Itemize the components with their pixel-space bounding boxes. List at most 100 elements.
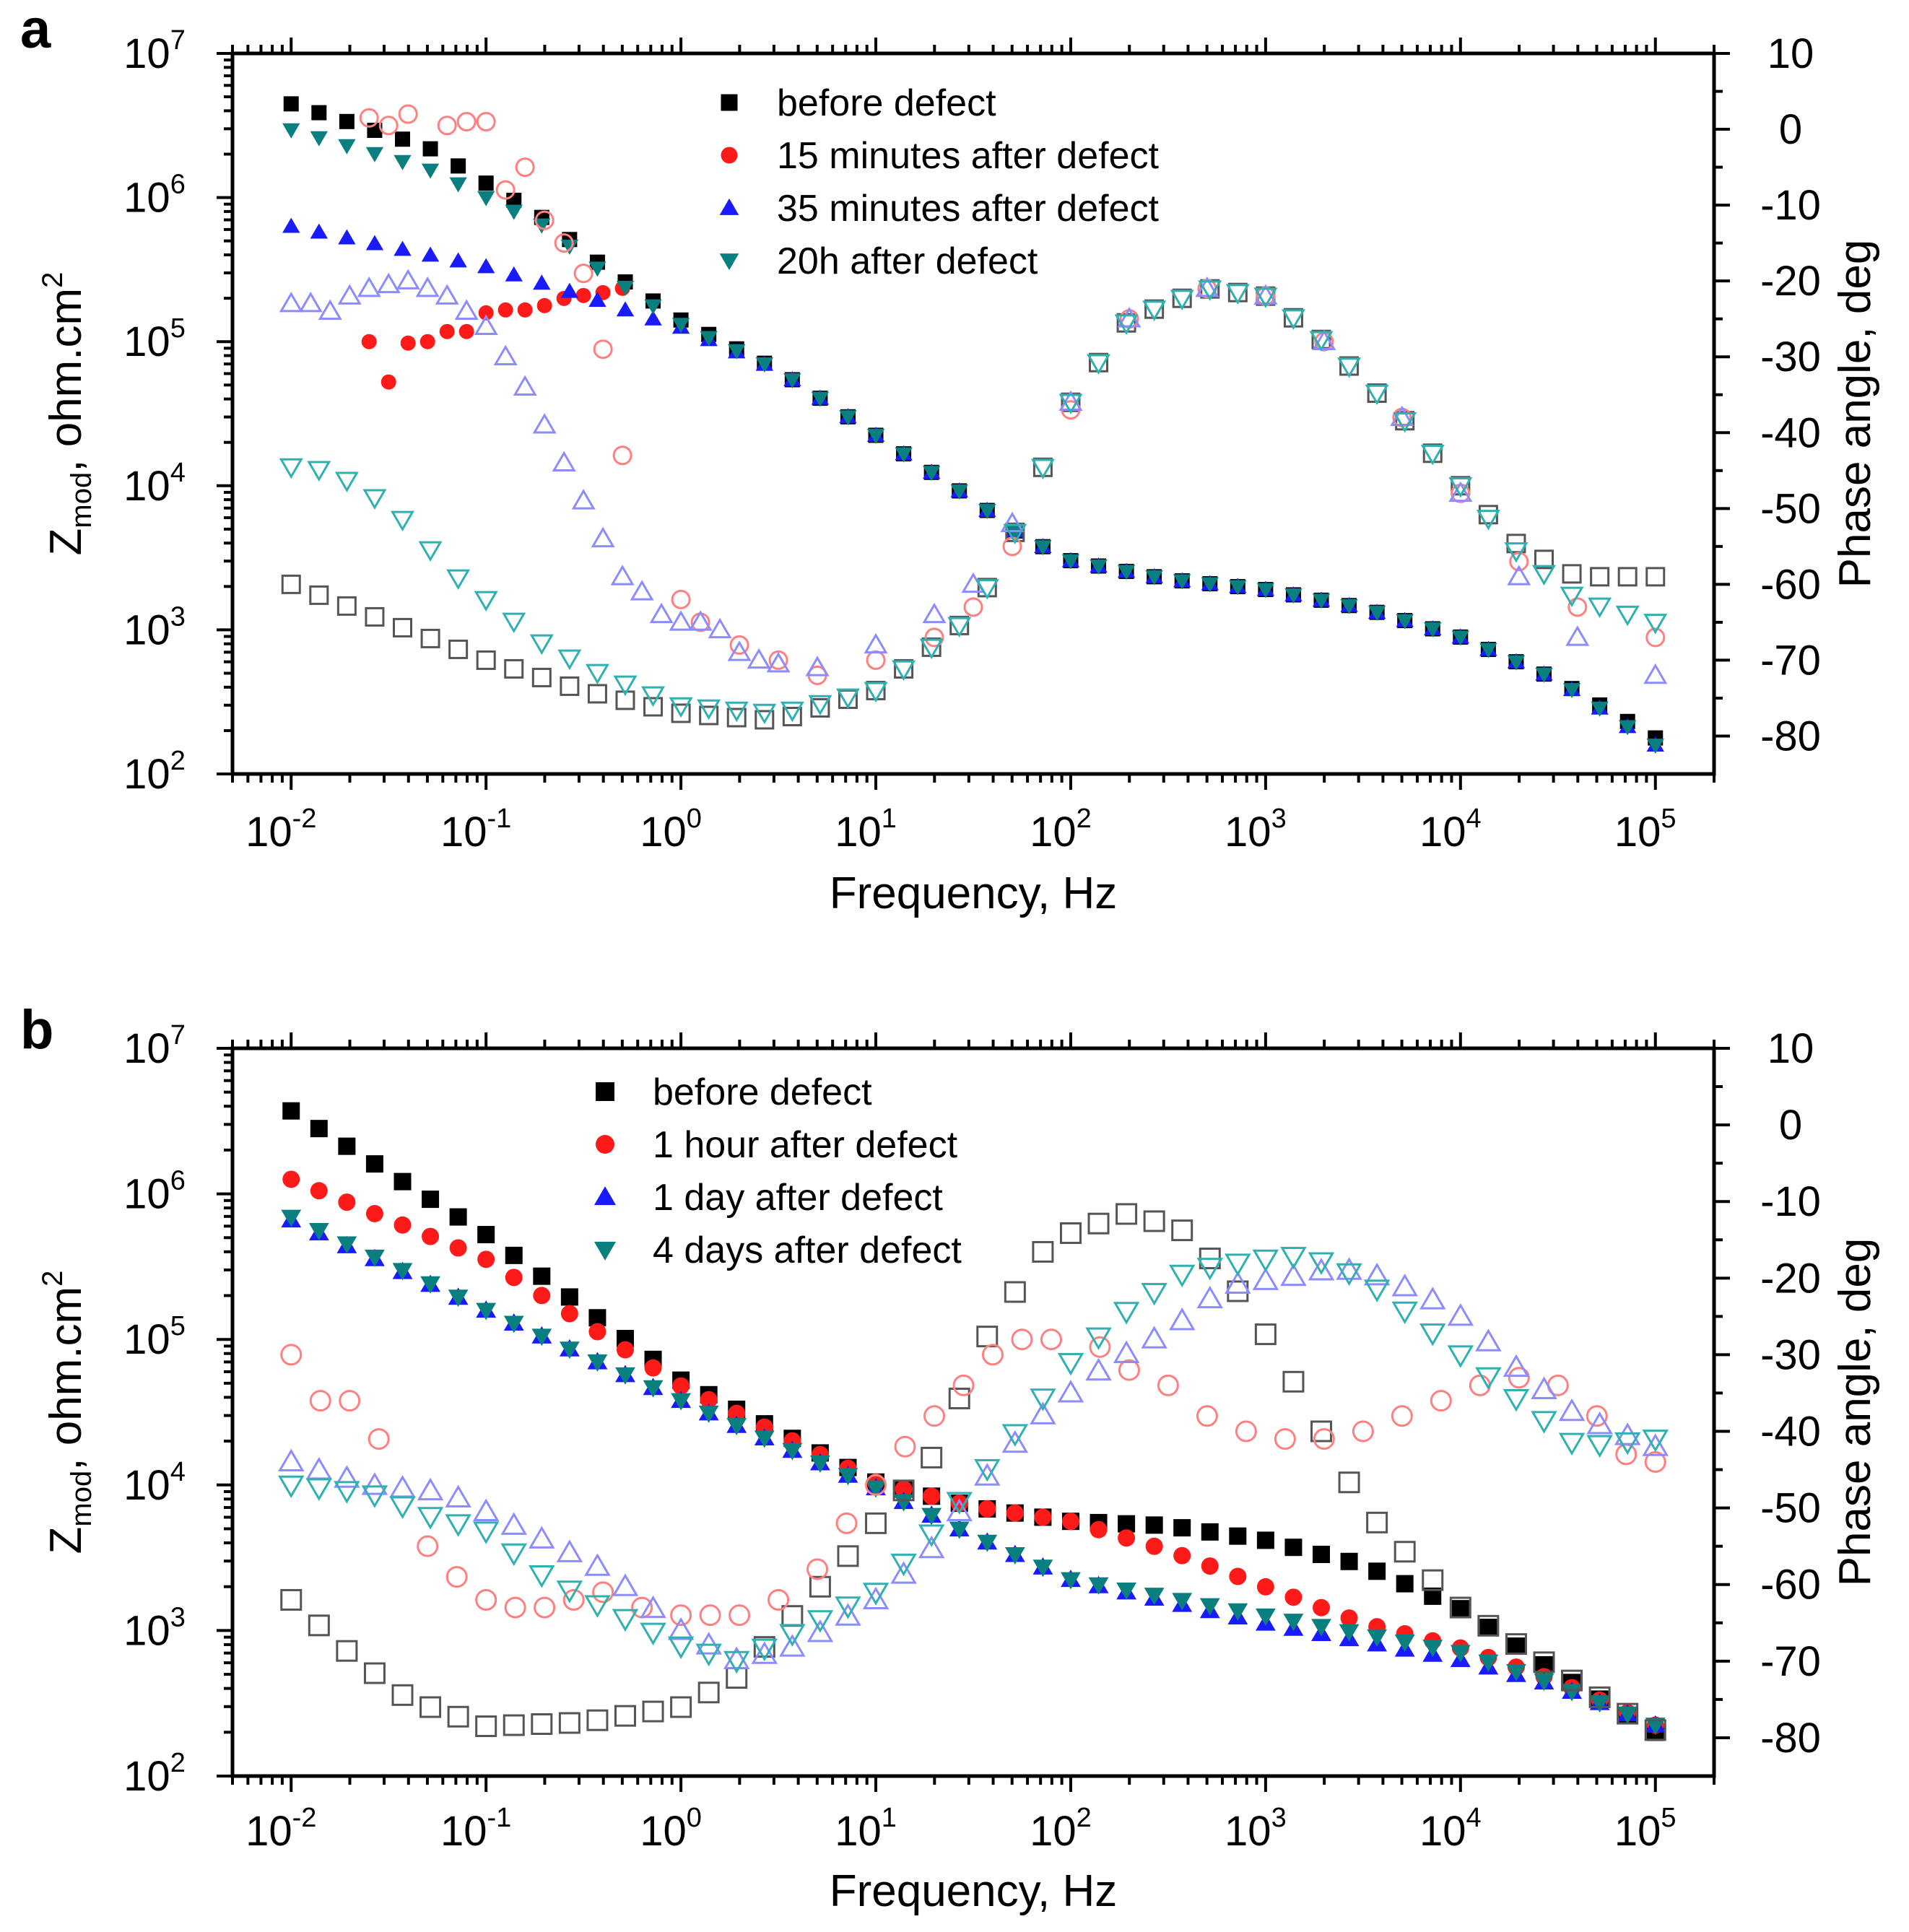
data-point	[751, 1638, 778, 1662]
data-point	[669, 610, 693, 631]
series-phase-triangle-up	[277, 1257, 1669, 1669]
data-point	[1309, 331, 1334, 352]
data-point	[805, 656, 830, 676]
data-point	[497, 302, 513, 318]
data-point	[1336, 1257, 1362, 1280]
data-point	[864, 632, 888, 654]
data-point	[1196, 1258, 1224, 1281]
data-point	[1004, 1547, 1025, 1565]
data-point	[515, 157, 535, 178]
data-point	[747, 648, 771, 669]
data-point	[560, 676, 580, 696]
data-point	[1011, 1328, 1033, 1351]
data-point	[1615, 605, 1640, 627]
data-point	[1145, 1537, 1163, 1555]
data-point	[1451, 1600, 1469, 1618]
data-point	[892, 1479, 915, 1502]
data-point	[616, 1341, 634, 1359]
data-point	[1478, 1654, 1499, 1672]
data-point	[365, 147, 384, 162]
data-point	[1171, 1219, 1193, 1242]
data-point	[422, 141, 438, 157]
data-point	[1365, 384, 1389, 406]
data-point	[1252, 1249, 1279, 1273]
data-point	[282, 217, 300, 233]
data-point	[1363, 1279, 1391, 1302]
data-point	[616, 280, 635, 296]
data-point	[1253, 287, 1278, 308]
x-tick-label: 104	[1419, 804, 1482, 856]
data-point	[1201, 1557, 1219, 1575]
data-point	[422, 1191, 440, 1209]
data-point	[1340, 599, 1358, 614]
data-point	[1531, 1411, 1557, 1434]
data-point	[337, 284, 362, 305]
data-point	[698, 1405, 719, 1423]
y-left-tick-label: 106	[123, 1166, 186, 1218]
data-point	[630, 580, 654, 601]
data-point	[946, 1492, 973, 1515]
y-right-tick-label: 0	[1779, 1102, 1802, 1149]
data-point	[1157, 1374, 1179, 1396]
y-left-tick-label: 107	[123, 1020, 186, 1072]
legend-marker	[719, 253, 739, 271]
data-point	[1396, 614, 1414, 630]
data-point	[472, 1521, 500, 1544]
x-tick-label: 103	[1225, 1803, 1287, 1855]
y-right-axis-title: Phase angle, deg	[1830, 240, 1880, 588]
data-point	[474, 591, 498, 612]
data-point	[393, 1172, 412, 1191]
data-point	[338, 1193, 356, 1211]
legend-marker	[721, 147, 738, 164]
data-point	[697, 699, 721, 721]
data-point	[1118, 1529, 1136, 1547]
data-point	[1143, 1210, 1165, 1232]
data-point	[1561, 1669, 1583, 1692]
data-point	[559, 1341, 580, 1359]
data-point	[950, 484, 968, 500]
data-point	[1201, 577, 1219, 593]
data-point	[643, 1380, 664, 1398]
data-point	[1533, 1651, 1555, 1674]
y-left-tick-label: 104	[123, 1457, 186, 1509]
data-point	[1642, 1433, 1669, 1456]
y-right-tick-label: -80	[1760, 713, 1821, 760]
data-point	[699, 705, 719, 726]
data-point	[449, 252, 467, 268]
data-point	[1034, 540, 1052, 556]
data-point	[866, 650, 886, 670]
data-point	[976, 1326, 999, 1348]
data-point	[505, 204, 523, 220]
x-tick-label: 104	[1419, 1803, 1482, 1855]
data-point	[336, 1236, 357, 1254]
data-point	[334, 1481, 360, 1504]
data-point	[421, 163, 440, 179]
data-point	[336, 1640, 358, 1662]
data-point	[894, 1435, 916, 1458]
data-point	[1312, 329, 1336, 350]
data-point	[562, 1588, 585, 1611]
data-point	[1340, 1609, 1358, 1627]
data-point	[282, 1102, 300, 1120]
data-point	[644, 299, 662, 315]
data-point	[612, 445, 632, 466]
data-point	[1117, 565, 1136, 580]
data-point	[700, 1391, 718, 1409]
y-left-tick-label: 107	[123, 25, 186, 77]
data-point	[895, 1480, 913, 1498]
y-right-tick-label: 10	[1767, 30, 1814, 77]
data-point	[449, 1239, 467, 1257]
data-point	[1448, 477, 1473, 498]
data-point	[728, 344, 746, 360]
y-left-tick-label: 105	[123, 1311, 186, 1363]
x-tick-label: 102	[1030, 1803, 1092, 1855]
data-point	[922, 466, 941, 482]
data-point	[308, 1614, 330, 1637]
data-point	[615, 1367, 635, 1385]
data-point	[644, 1359, 662, 1377]
data-point	[359, 108, 379, 128]
data-point	[753, 1636, 775, 1658]
legend-label: before defect	[777, 82, 996, 124]
data-point	[588, 1323, 606, 1341]
data-point	[963, 597, 983, 617]
